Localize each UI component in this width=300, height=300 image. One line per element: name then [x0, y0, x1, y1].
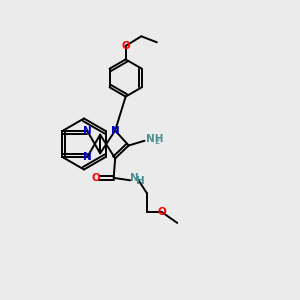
Text: N: N: [111, 125, 119, 136]
Text: 2: 2: [154, 137, 160, 146]
Text: O: O: [158, 207, 167, 218]
Text: N: N: [130, 173, 139, 183]
Text: H: H: [136, 176, 145, 187]
Text: O: O: [91, 173, 100, 183]
Text: NH: NH: [146, 134, 164, 144]
Text: O: O: [121, 41, 130, 51]
Text: N: N: [83, 152, 92, 162]
Text: N: N: [83, 126, 92, 136]
